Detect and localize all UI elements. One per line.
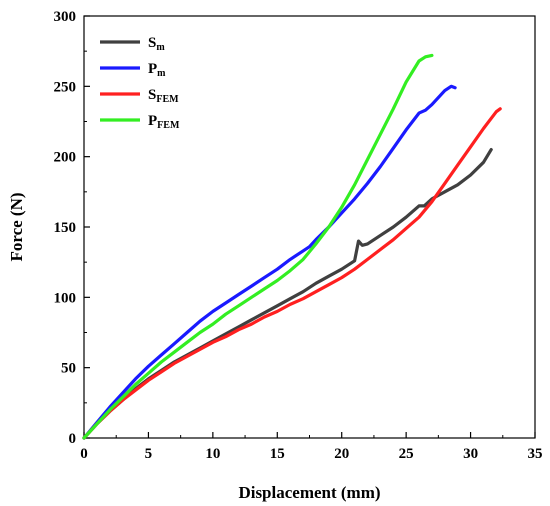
x-tick-label: 25 — [399, 446, 414, 462]
plot-frame — [83, 15, 536, 439]
legend-label-pm: Pm — [148, 61, 166, 79]
plot-border — [83, 15, 536, 439]
x-tick-label: 0 — [80, 446, 88, 462]
y-tick-label: 0 — [69, 431, 77, 447]
legend-label-sm: Sm — [148, 35, 165, 53]
legend-label-sfem: SFEM — [148, 87, 179, 105]
x-tick-label: 10 — [205, 446, 220, 462]
x-tick-labels: 0 5 10 15 20 25 30 35 — [80, 446, 542, 462]
y-tick-label: 250 — [54, 79, 77, 95]
legend-label-pfem: PFEM — [148, 113, 180, 131]
y-tick-label: 150 — [54, 220, 77, 236]
y-tick-label: 100 — [54, 290, 77, 306]
series-lines — [82, 53, 502, 440]
y-tick-label: 50 — [61, 361, 76, 377]
y-axis-title: Force (N) — [7, 192, 26, 261]
x-tick-label: 15 — [270, 446, 285, 462]
x-tick-label: 5 — [145, 446, 153, 462]
x-tick-label: 35 — [528, 446, 543, 462]
y-tick-label: 300 — [54, 9, 77, 25]
legend: Sm Pm SFEM PFEM — [100, 35, 180, 131]
y-tick-labels: 0 50 100 150 200 250 300 — [54, 9, 77, 447]
x-tick-label: 20 — [334, 446, 349, 462]
x-axis-title: Displacement (mm) — [238, 483, 380, 502]
series-line-pfem — [82, 53, 434, 440]
series-line-sm — [82, 148, 493, 440]
series-line-pm — [82, 84, 457, 440]
x-tick-label: 30 — [463, 446, 478, 462]
series-line-sfem — [82, 107, 502, 440]
y-tick-label: 200 — [54, 150, 77, 166]
axis-ticks — [83, 15, 536, 439]
